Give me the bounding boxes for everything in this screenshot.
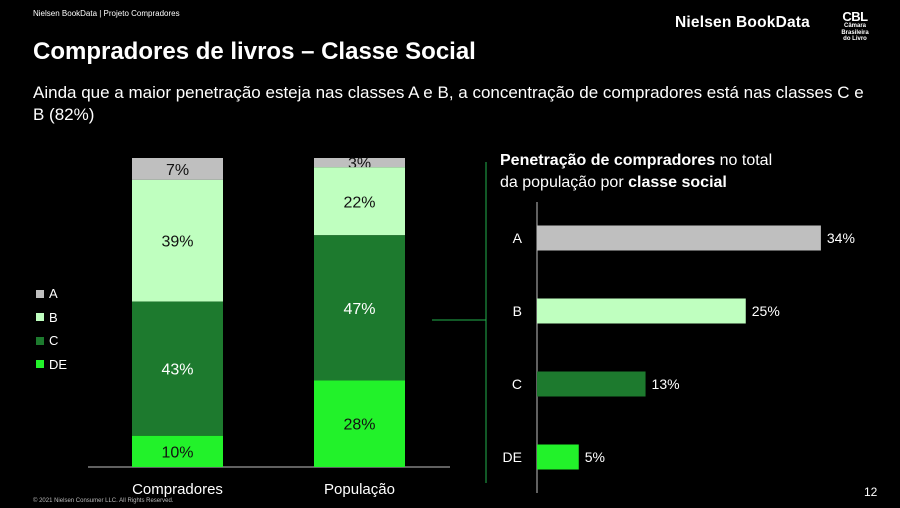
cbl-logo-line-1: Câmara [843, 23, 866, 29]
cbl-logo-line-3: do Livro [843, 36, 867, 42]
legend-swatch-c [36, 336, 44, 345]
stacked-value-label-compradores-b: 39% [161, 234, 193, 251]
penetration-bar-a [537, 225, 821, 251]
stacked-value-label-populacao-c: 47% [343, 301, 375, 318]
stacked-bar-populacao-c [314, 235, 405, 381]
cbl-logo-mark: CBL [842, 9, 868, 24]
legend-item-de: DE [36, 353, 67, 377]
stacked-bar-compradores-c [132, 301, 223, 436]
legend-label-c: C [49, 333, 59, 349]
cbl-logo-line-2: Brasileira [841, 29, 869, 36]
penetration-category-label-c: C [512, 376, 522, 392]
stacked-value-label-compradores-de: 10% [161, 444, 193, 461]
penetration-value-label-a: 34% [827, 230, 855, 246]
penetration-title-bold-2: classe social [628, 174, 727, 191]
cbl-logo: CBL Câmara Brasileira do Livro [838, 10, 872, 43]
stacked-value-label-compradores-a: 7% [166, 162, 189, 179]
slide-title: Compradores de livros – Classe Social [33, 38, 476, 65]
penetration-title-part-2: no total [715, 152, 773, 169]
legend-label-a: A [49, 286, 58, 302]
penetration-value-label-c: 13% [652, 376, 680, 392]
legend-swatch-b [36, 313, 44, 322]
stacked-category-label-compradores: Compradores [132, 481, 223, 498]
penetration-title-bold-1: Penetração de compradores [500, 152, 716, 169]
slide-subtitle: Ainda que a maior penetração esteja nas … [33, 83, 864, 124]
penetration-category-label-a: A [513, 230, 523, 246]
legend-swatch-de [36, 360, 44, 369]
penetration-bar-b [537, 298, 746, 324]
stacked-bar-populacao-a [314, 158, 405, 168]
penetration-bar-de [537, 444, 579, 470]
stacked-value-label-populacao-de: 28% [343, 417, 375, 434]
brand-logo-text: Nielsen BookData [675, 14, 810, 31]
legend-item-a: A [36, 282, 67, 306]
stacked-bar-populacao-b [314, 167, 405, 236]
stacked-value-label-populacao-b: 22% [343, 194, 375, 211]
penetration-bar-c [537, 371, 646, 397]
page-number: 12 [864, 485, 878, 499]
penetration-value-label-b: 25% [752, 303, 780, 319]
legend-item-c: C [36, 329, 67, 353]
stacked-bar-compradores-de [132, 435, 223, 467]
penetration-category-label-b: B [513, 303, 522, 319]
stacked-bar-populacao-de [314, 380, 405, 467]
legend-label-de: DE [49, 356, 68, 372]
legend-label-b: B [49, 309, 58, 325]
stacked-bar-compradores-a [132, 158, 223, 180]
copyright-footer: © 2021 Nielsen Consumer LLC. All Rights … [33, 498, 174, 504]
legend-item-b: B [36, 306, 67, 330]
penetration-chart-title: Penetração de compradores no total da po… [500, 150, 880, 194]
stacked-value-label-compradores-c: 43% [161, 362, 193, 379]
stacked-category-label-populacao: População [324, 481, 395, 498]
stacked-chart-legend: A B C DE [36, 282, 67, 376]
stacked-bar-compradores-b [132, 179, 223, 302]
penetration-title-part-3: da população por [500, 174, 629, 191]
penetration-value-label-de: 5% [585, 449, 605, 465]
header-project-label: Nielsen BookData | Projeto Compradores [33, 9, 180, 18]
legend-swatch-a [36, 289, 44, 298]
penetration-category-label-de: DE [503, 449, 522, 465]
